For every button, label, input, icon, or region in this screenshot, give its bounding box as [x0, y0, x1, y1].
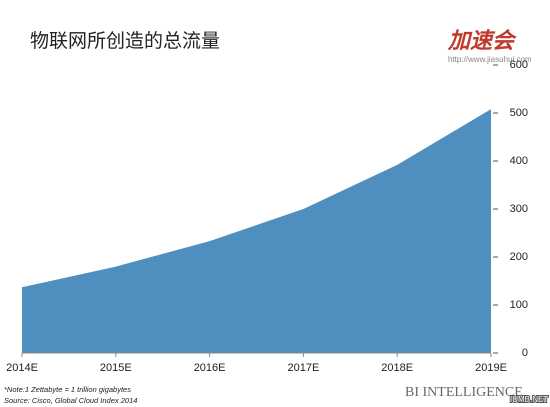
- y-tick-label: 600: [510, 59, 528, 71]
- logo-url: http://www.jiasuhui.com: [448, 55, 532, 64]
- y-tick-label: 400: [510, 155, 528, 167]
- watermark: IUMB.NET: [510, 395, 548, 404]
- x-tick-label: 2017E: [287, 362, 319, 374]
- y-tick-label: 500: [510, 107, 528, 119]
- x-tick-label: 2018E: [381, 362, 413, 374]
- chart-title: 物联网所创造的总流量: [30, 30, 220, 52]
- x-tick-label: 2016E: [194, 362, 226, 374]
- x-tick-label: 2015E: [100, 362, 132, 374]
- y-tick-label: 0: [522, 347, 528, 359]
- x-tick-label: 2019E: [475, 362, 507, 374]
- logo: 加速会: [447, 28, 517, 53]
- brand: BI INTELLIGENCE: [405, 385, 523, 400]
- source: Source: Cisco, Global Cloud Index 2014: [4, 396, 137, 405]
- y-tick-label: 100: [510, 299, 528, 311]
- y-tick-label: 300: [510, 203, 528, 215]
- x-tick-label: 2014E: [6, 362, 38, 374]
- y-tick-label: 200: [510, 251, 528, 263]
- area: [22, 109, 491, 353]
- note: *Note:1 Zettabyte = 1 trillion gigabytes: [4, 385, 131, 394]
